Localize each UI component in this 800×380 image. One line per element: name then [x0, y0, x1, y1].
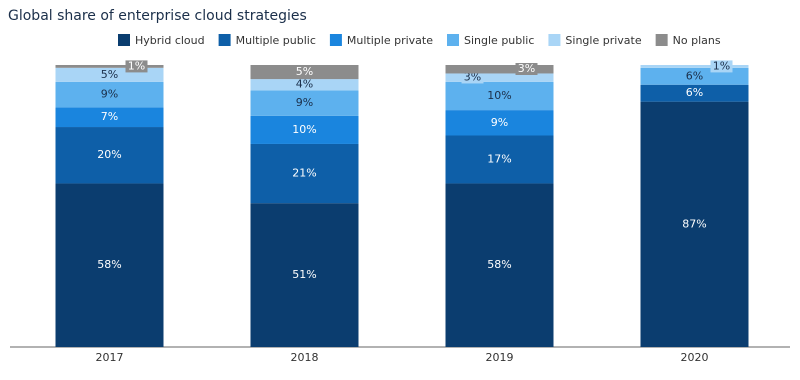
bar-segment: [445, 81, 554, 111]
chart-title: Global share of enterprise cloud strateg…: [8, 8, 307, 24]
value-label: 9%: [491, 116, 508, 129]
legend-swatch: [548, 34, 561, 46]
bar-segment: [445, 65, 554, 74]
value-label: 9%: [296, 96, 313, 109]
bar-segment: [250, 90, 359, 116]
bar-segment: [445, 183, 554, 347]
value-label-box: [125, 60, 148, 73]
bar-segment: [250, 203, 359, 347]
value-label: 6%: [686, 86, 703, 99]
bar-segment: [250, 79, 359, 91]
legend-label: Hybrid cloud: [135, 34, 205, 47]
legend-swatch: [447, 34, 459, 46]
bar-segment: [445, 110, 554, 136]
x-tick-label: 2019: [486, 351, 514, 364]
legend-swatch: [118, 34, 130, 46]
x-tick-label: 2018: [291, 351, 319, 364]
value-label: 51%: [292, 268, 316, 281]
value-label: 58%: [97, 258, 121, 271]
x-tick-label: 2020: [681, 351, 709, 364]
bar-segment: [640, 65, 749, 68]
value-label-box: [461, 71, 484, 84]
value-label: 20%: [97, 148, 121, 161]
bar-segment: [250, 115, 359, 144]
legend-swatch: [218, 34, 231, 46]
legend-label: No plans: [673, 34, 721, 47]
value-label: 21%: [292, 167, 316, 180]
legend-label: Multiple private: [347, 34, 433, 47]
x-tick-label: 2017: [96, 351, 124, 364]
value-label: 58%: [487, 258, 511, 271]
value-label: 6%: [686, 69, 703, 82]
bar-segment: [445, 135, 554, 184]
legend-label: Multiple public: [236, 34, 316, 47]
value-label: 10%: [487, 89, 511, 102]
value-label: 1%: [713, 59, 730, 72]
value-label: 10%: [292, 123, 316, 136]
legend-label: Single public: [464, 34, 534, 47]
value-label: 9%: [101, 88, 118, 101]
value-label: 3%: [518, 62, 535, 75]
bar-segment: [250, 143, 359, 204]
legend-swatch: [655, 34, 668, 46]
bar-segment: [55, 127, 164, 184]
value-label: 87%: [682, 217, 706, 230]
legend-label: Single private: [565, 34, 641, 47]
value-label: 17%: [487, 152, 511, 165]
value-label: 5%: [296, 65, 313, 78]
bar-segment: [640, 101, 749, 347]
value-label: 3%: [464, 70, 481, 83]
bar-segment: [250, 65, 359, 80]
value-label-box: [515, 63, 538, 75]
bar-segment: [445, 73, 554, 82]
value-label: 7%: [101, 110, 118, 123]
value-label: 1%: [128, 59, 145, 72]
legend-swatch: [329, 34, 342, 46]
bar-segment: [55, 107, 164, 128]
bar-segment: [55, 81, 164, 108]
bar-segment: [55, 65, 164, 68]
value-label-box: [710, 60, 733, 73]
bar-segment: [55, 183, 164, 347]
value-label: 5%: [101, 68, 118, 81]
value-label: 4%: [296, 78, 313, 91]
bar-segment: [640, 84, 749, 102]
